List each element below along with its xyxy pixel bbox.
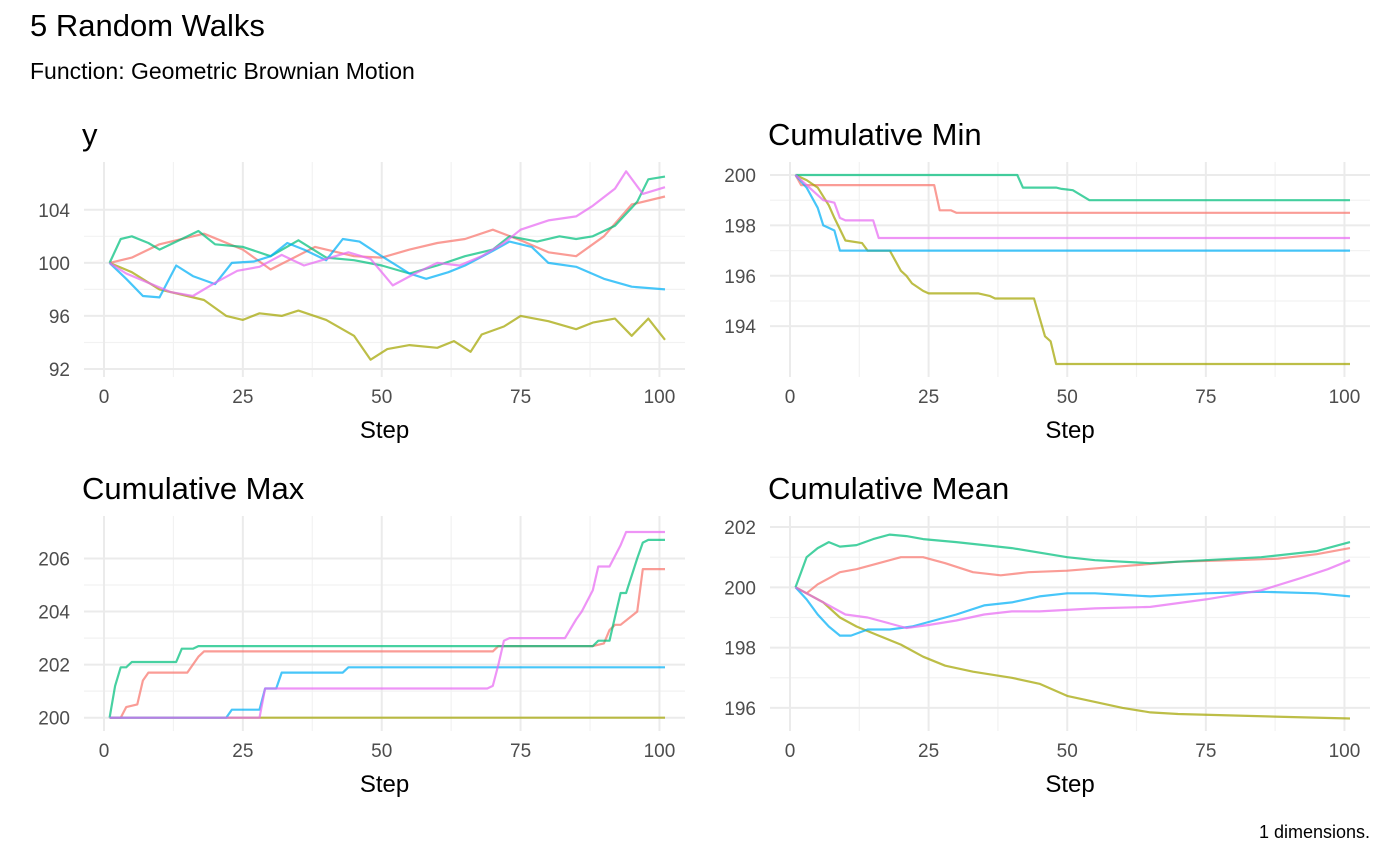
x-tick-label: 0 bbox=[785, 741, 796, 762]
chart-title: 5 Random Walks bbox=[30, 8, 265, 43]
x-axis-label: Step bbox=[360, 771, 409, 798]
series-line-4 bbox=[794, 586, 1351, 637]
series-line-5 bbox=[794, 174, 1350, 240]
y-tick-label: 206 bbox=[38, 549, 70, 570]
series-line-4 bbox=[794, 174, 1350, 252]
x-tick-label: 50 bbox=[371, 387, 392, 408]
panel-title: Cumulative Max bbox=[82, 471, 305, 506]
x-tick-label: 75 bbox=[1195, 741, 1216, 762]
x-tick-label: 0 bbox=[99, 387, 110, 408]
x-tick-label: 75 bbox=[1195, 387, 1216, 408]
x-tick-label: 25 bbox=[232, 741, 253, 762]
chart-subtitle: Function: Geometric Brownian Motion bbox=[30, 58, 415, 84]
panel-title: y bbox=[82, 117, 98, 152]
x-tick-label: 50 bbox=[1057, 741, 1078, 762]
panel-4: 0 25 50 75 100 196 198 200 202 Cumulative Mean Ste… bbox=[724, 471, 1370, 798]
panel-1: 0 25 50 75 100 92 96 100 104 y Step bbox=[38, 117, 685, 444]
x-axis-label: Step bbox=[1045, 771, 1094, 798]
series-line-2 bbox=[109, 261, 666, 361]
x-tick-label: 0 bbox=[99, 741, 110, 762]
x-tick-label: 0 bbox=[785, 387, 796, 408]
y-tick-label: 202 bbox=[724, 518, 756, 539]
series-line-5 bbox=[109, 170, 666, 298]
series-line-4 bbox=[108, 237, 666, 299]
x-tick-label: 25 bbox=[232, 387, 253, 408]
series-line-1 bbox=[109, 568, 665, 719]
series-line-3 bbox=[795, 173, 1350, 202]
y-tick-label: 202 bbox=[38, 656, 70, 677]
x-tick-label: 75 bbox=[510, 741, 531, 762]
panel-2: 0 25 50 75 100 194 196 198 200 Cumulative Min Step bbox=[724, 117, 1370, 444]
x-tick-label: 25 bbox=[918, 741, 939, 762]
panel-title: Cumulative Min bbox=[768, 117, 982, 152]
series-line-1 bbox=[794, 174, 1350, 214]
x-tick-label: 100 bbox=[1329, 387, 1361, 408]
series-line-2 bbox=[794, 586, 1351, 720]
x-axis-label: Step bbox=[360, 417, 409, 444]
series-line-4 bbox=[109, 666, 665, 719]
y-tick-label: 200 bbox=[38, 709, 70, 730]
series-line-3 bbox=[108, 175, 666, 275]
y-tick-label: 100 bbox=[38, 254, 70, 275]
series-line-3 bbox=[108, 538, 665, 718]
y-tick-label: 194 bbox=[724, 317, 756, 338]
y-tick-label: 96 bbox=[49, 307, 70, 328]
x-tick-label: 100 bbox=[644, 741, 676, 762]
y-tick-label: 204 bbox=[38, 603, 70, 624]
x-tick-label: 50 bbox=[1057, 387, 1078, 408]
y-tick-label: 92 bbox=[49, 360, 70, 381]
series-line-5 bbox=[109, 530, 665, 719]
y-tick-label: 104 bbox=[38, 201, 70, 222]
x-axis-label: Step bbox=[1045, 417, 1094, 444]
series-line-2 bbox=[795, 174, 1350, 366]
chart-caption: 1 dimensions. bbox=[1258, 822, 1370, 842]
y-tick-label: 198 bbox=[724, 639, 756, 660]
series-line-1 bbox=[794, 547, 1351, 595]
y-tick-label: 196 bbox=[724, 699, 756, 720]
panel-3: 0 25 50 75 100 200 202 204 206 Cumulative Max Step bbox=[38, 471, 685, 798]
y-tick-label: 198 bbox=[724, 216, 756, 237]
series-line-1 bbox=[109, 195, 666, 271]
x-tick-label: 50 bbox=[371, 741, 392, 762]
x-tick-label: 100 bbox=[1329, 741, 1361, 762]
x-tick-label: 25 bbox=[918, 387, 939, 408]
panel-title: Cumulative Mean bbox=[768, 471, 1009, 506]
series-line-3 bbox=[794, 533, 1351, 588]
x-tick-label: 100 bbox=[644, 387, 676, 408]
y-tick-label: 200 bbox=[724, 578, 756, 599]
y-tick-label: 200 bbox=[724, 166, 756, 187]
x-tick-label: 75 bbox=[510, 387, 531, 408]
y-tick-label: 196 bbox=[724, 267, 756, 288]
series-line-5 bbox=[794, 559, 1351, 630]
